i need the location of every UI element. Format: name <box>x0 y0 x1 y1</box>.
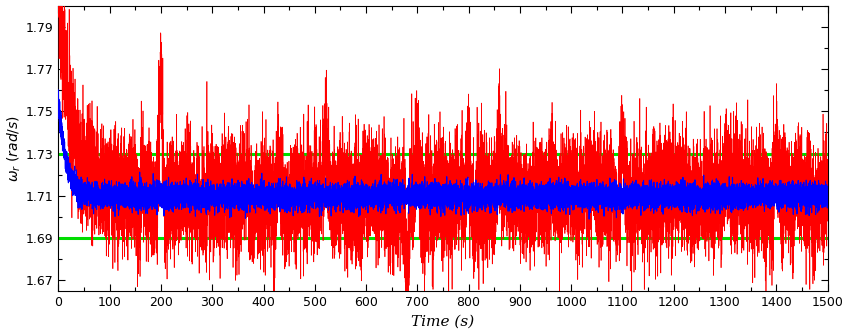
X-axis label: Time (s): Time (s) <box>412 314 475 328</box>
Y-axis label: $\omega_r \ (rad/s)$: $\omega_r \ (rad/s)$ <box>6 115 23 182</box>
